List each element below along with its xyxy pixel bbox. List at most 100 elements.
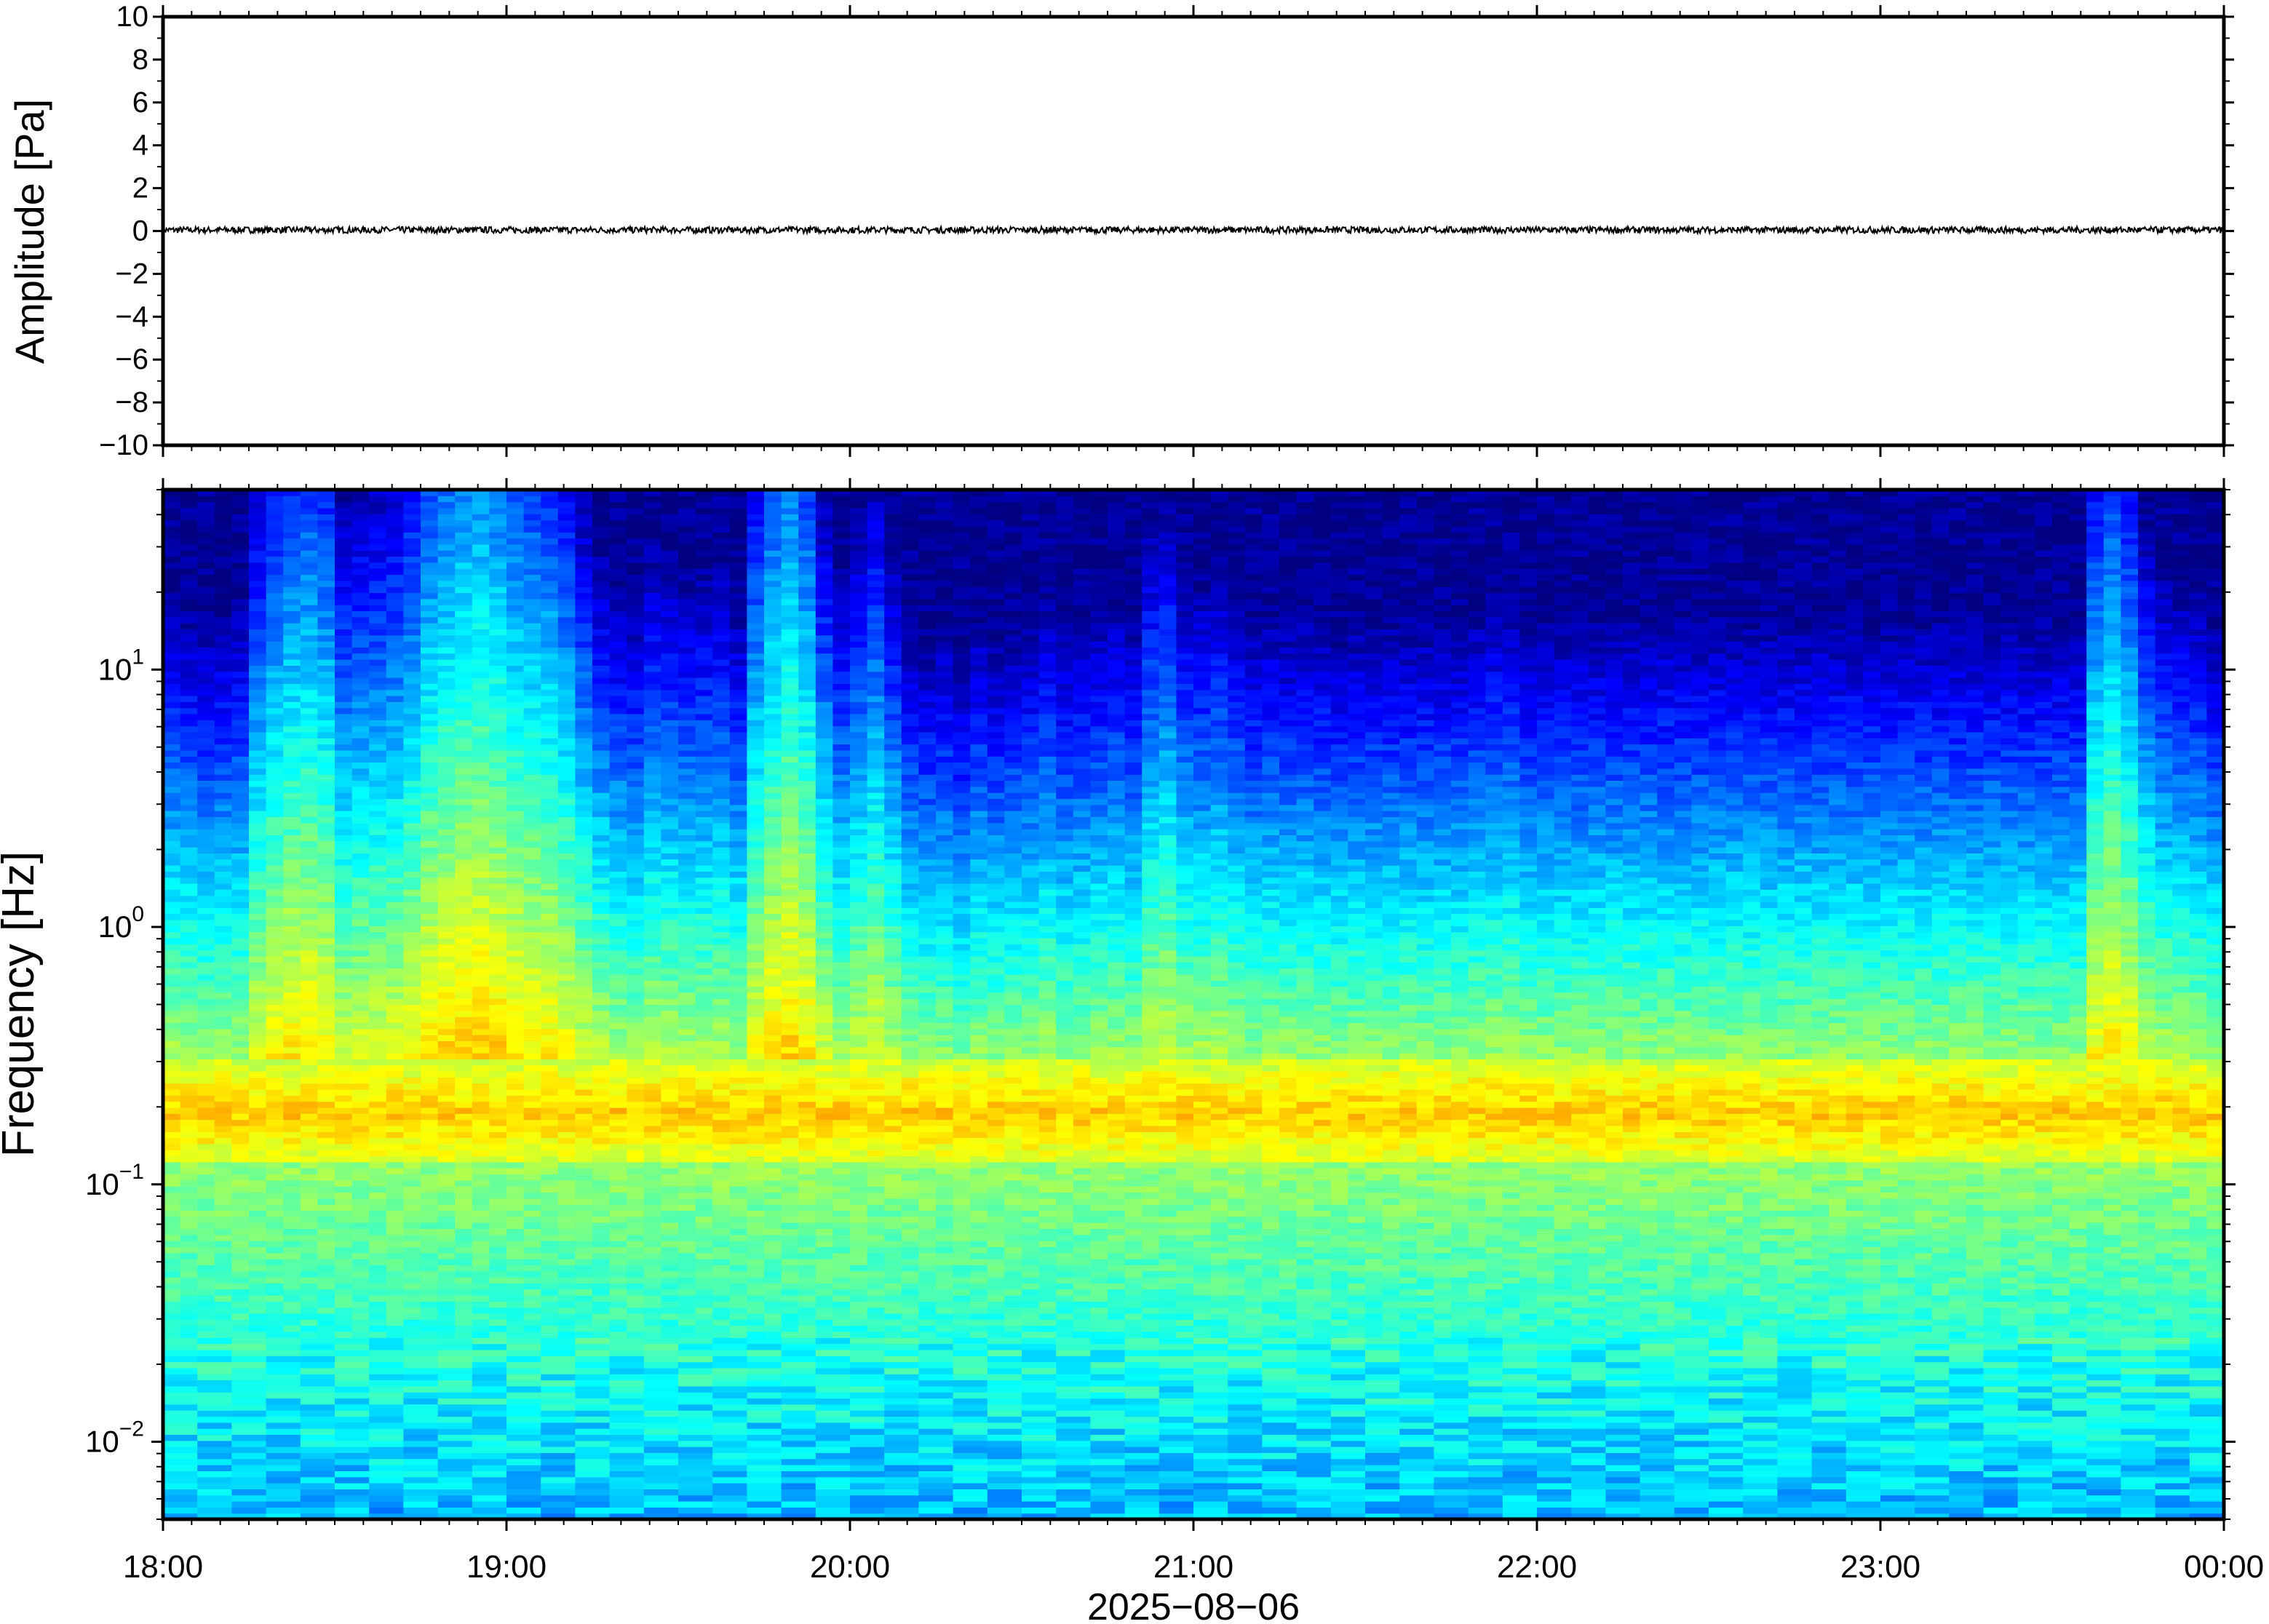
- spectrogram-cell: [180, 1252, 198, 1259]
- spectrogram-cell: [970, 1228, 988, 1235]
- spectrogram-cell: [2189, 1319, 2207, 1326]
- spectrogram-cell: [2121, 1325, 2139, 1332]
- waveform-y-axis-label: Amplitude [Pa]: [7, 99, 52, 364]
- spectrogram-cell: [351, 1270, 370, 1278]
- spectrogram-cell: [2052, 1192, 2070, 1199]
- spectrogram-cell: [231, 1283, 250, 1290]
- spectrogram-cell: [695, 1265, 713, 1272]
- spectrogram-cell: [1674, 1410, 1709, 1417]
- spectrogram-cell: [1228, 1349, 1263, 1356]
- spectrogram-cell: [1468, 1513, 1503, 1519]
- spectrogram-cell: [747, 1246, 765, 1254]
- spectrogram-cell: [1949, 1356, 1984, 1363]
- spectrogram-cell: [1330, 1434, 1366, 1441]
- spectrogram-cell: [1434, 1513, 1469, 1519]
- spectrogram-cell: [421, 1192, 439, 1199]
- spectrogram-cell: [1296, 1476, 1332, 1484]
- spectrogram-cell: [918, 1513, 954, 1519]
- spectrogram-cell: [1588, 1325, 1606, 1332]
- spectrogram-cell: [884, 1234, 902, 1241]
- spectrogram-cell: [1502, 1489, 1538, 1496]
- spectrogram-cell: [1468, 1385, 1503, 1393]
- spectrogram-cell: [437, 1356, 473, 1363]
- spectrogram-cell: [1743, 1332, 1761, 1338]
- spectrogram-cell: [987, 1295, 1005, 1302]
- spectrogram-cell: [1502, 1210, 1520, 1217]
- spectrogram-cell: [231, 1367, 267, 1374]
- spectrogram-cell: [1674, 1380, 1709, 1387]
- spectrogram-cell: [2086, 1313, 2105, 1320]
- spectrogram-cell: [987, 1349, 1022, 1356]
- spectrogram-cell: [506, 1385, 541, 1393]
- spectrogram-cell: [300, 1259, 318, 1265]
- spectrogram-cell: [1090, 1380, 1126, 1387]
- spectrogram-cell: [2155, 1361, 2190, 1369]
- spectrogram-cell: [1022, 1440, 1057, 1447]
- spectrogram-cell: [197, 1374, 232, 1381]
- spectrogram-cell: [1880, 1228, 1899, 1235]
- spectrogram-cell: [815, 1404, 851, 1411]
- spectrogram-cell: [1124, 1489, 1160, 1496]
- spectrogram-cell: [798, 1277, 816, 1283]
- spectrogram-cell: [1519, 1295, 1538, 1302]
- spectrogram-cell: [1468, 1434, 1503, 1441]
- spectrogram-cell: [1485, 1204, 1503, 1211]
- spectrogram-cell: [2189, 1337, 2224, 1345]
- spectrogram-cell: [918, 1228, 937, 1235]
- spectrogram-cell: [1399, 1416, 1434, 1423]
- spectrogram-cell: [1880, 1295, 1899, 1302]
- spectrogram-cell: [592, 1277, 611, 1283]
- spectrogram-cell: [1623, 1270, 1641, 1278]
- spectrogram-cell: [781, 1343, 816, 1350]
- spectrogram-cell: [335, 1325, 353, 1332]
- spectrogram-cell: [1279, 1270, 1298, 1278]
- spectrogram-cell: [1038, 1246, 1057, 1254]
- spectrogram-cell: [1193, 1483, 1228, 1489]
- spectrogram-cell: [1142, 1319, 1160, 1326]
- spectrogram-cell: [1743, 1458, 1778, 1465]
- spectrogram-cell: [1056, 1422, 1091, 1429]
- spectrogram-cell: [266, 1513, 301, 1519]
- spectrogram-cell: [1228, 1265, 1246, 1272]
- spectrogram-cell: [695, 1198, 713, 1205]
- spectrogram-cell: [523, 1325, 541, 1332]
- spectrogram-cell: [1314, 1252, 1332, 1259]
- spectrogram-cell: [2121, 1356, 2156, 1363]
- spectrogram-cell: [1330, 1325, 1348, 1332]
- spectrogram-cell: [1811, 1228, 1829, 1235]
- spectrogram-cell: [953, 1422, 988, 1429]
- spectrogram-cell: [1777, 1374, 1813, 1381]
- spectrogram-cell: [2000, 1265, 2019, 1272]
- spectrogram-cell: [2155, 1198, 2173, 1205]
- spectrogram-cell: [575, 1216, 593, 1223]
- spectrogram-cell: [489, 1265, 507, 1272]
- spectrogram-cell: [1022, 1295, 1040, 1302]
- spectrogram-cell: [953, 1416, 988, 1423]
- spectrogram-cell: [678, 1192, 696, 1199]
- spectrogram-cell: [300, 1289, 318, 1296]
- spectrogram-cell: [1811, 1241, 1829, 1247]
- spectrogram-cell: [472, 1325, 490, 1332]
- spectrogram-cell: [1485, 1301, 1503, 1308]
- spectrogram-cell: [850, 1367, 885, 1374]
- spectrogram-cell: [1743, 1476, 1778, 1484]
- spectrogram-cell: [1399, 1204, 1418, 1211]
- spectrogram-cell: [2189, 1476, 2224, 1484]
- spectrogram-cell: [2121, 1319, 2139, 1326]
- spectrogram-cell: [163, 1494, 198, 1502]
- spectrogram-cell: [1691, 1234, 1709, 1241]
- spectrogram-cell: [1228, 1428, 1263, 1435]
- spectrogram-cell: [678, 1489, 713, 1496]
- spectrogram-cell: [712, 1228, 731, 1235]
- spectrogram-cell: [833, 1216, 851, 1223]
- spectrogram-cell: [918, 1246, 937, 1254]
- spectrogram-cell: [1038, 1241, 1057, 1247]
- spectrogram-cell: [1829, 1289, 1847, 1296]
- spectrogram-cell: [1434, 1416, 1469, 1423]
- spectrogram-cell: [815, 1325, 833, 1332]
- spectrogram-cell: [1949, 1252, 1967, 1259]
- spectrogram-cell: [1365, 1476, 1400, 1484]
- spectrogram-cell: [918, 1337, 954, 1345]
- spectrogram-cell: [1777, 1186, 1795, 1193]
- spectrogram-cell: [1657, 1192, 1675, 1199]
